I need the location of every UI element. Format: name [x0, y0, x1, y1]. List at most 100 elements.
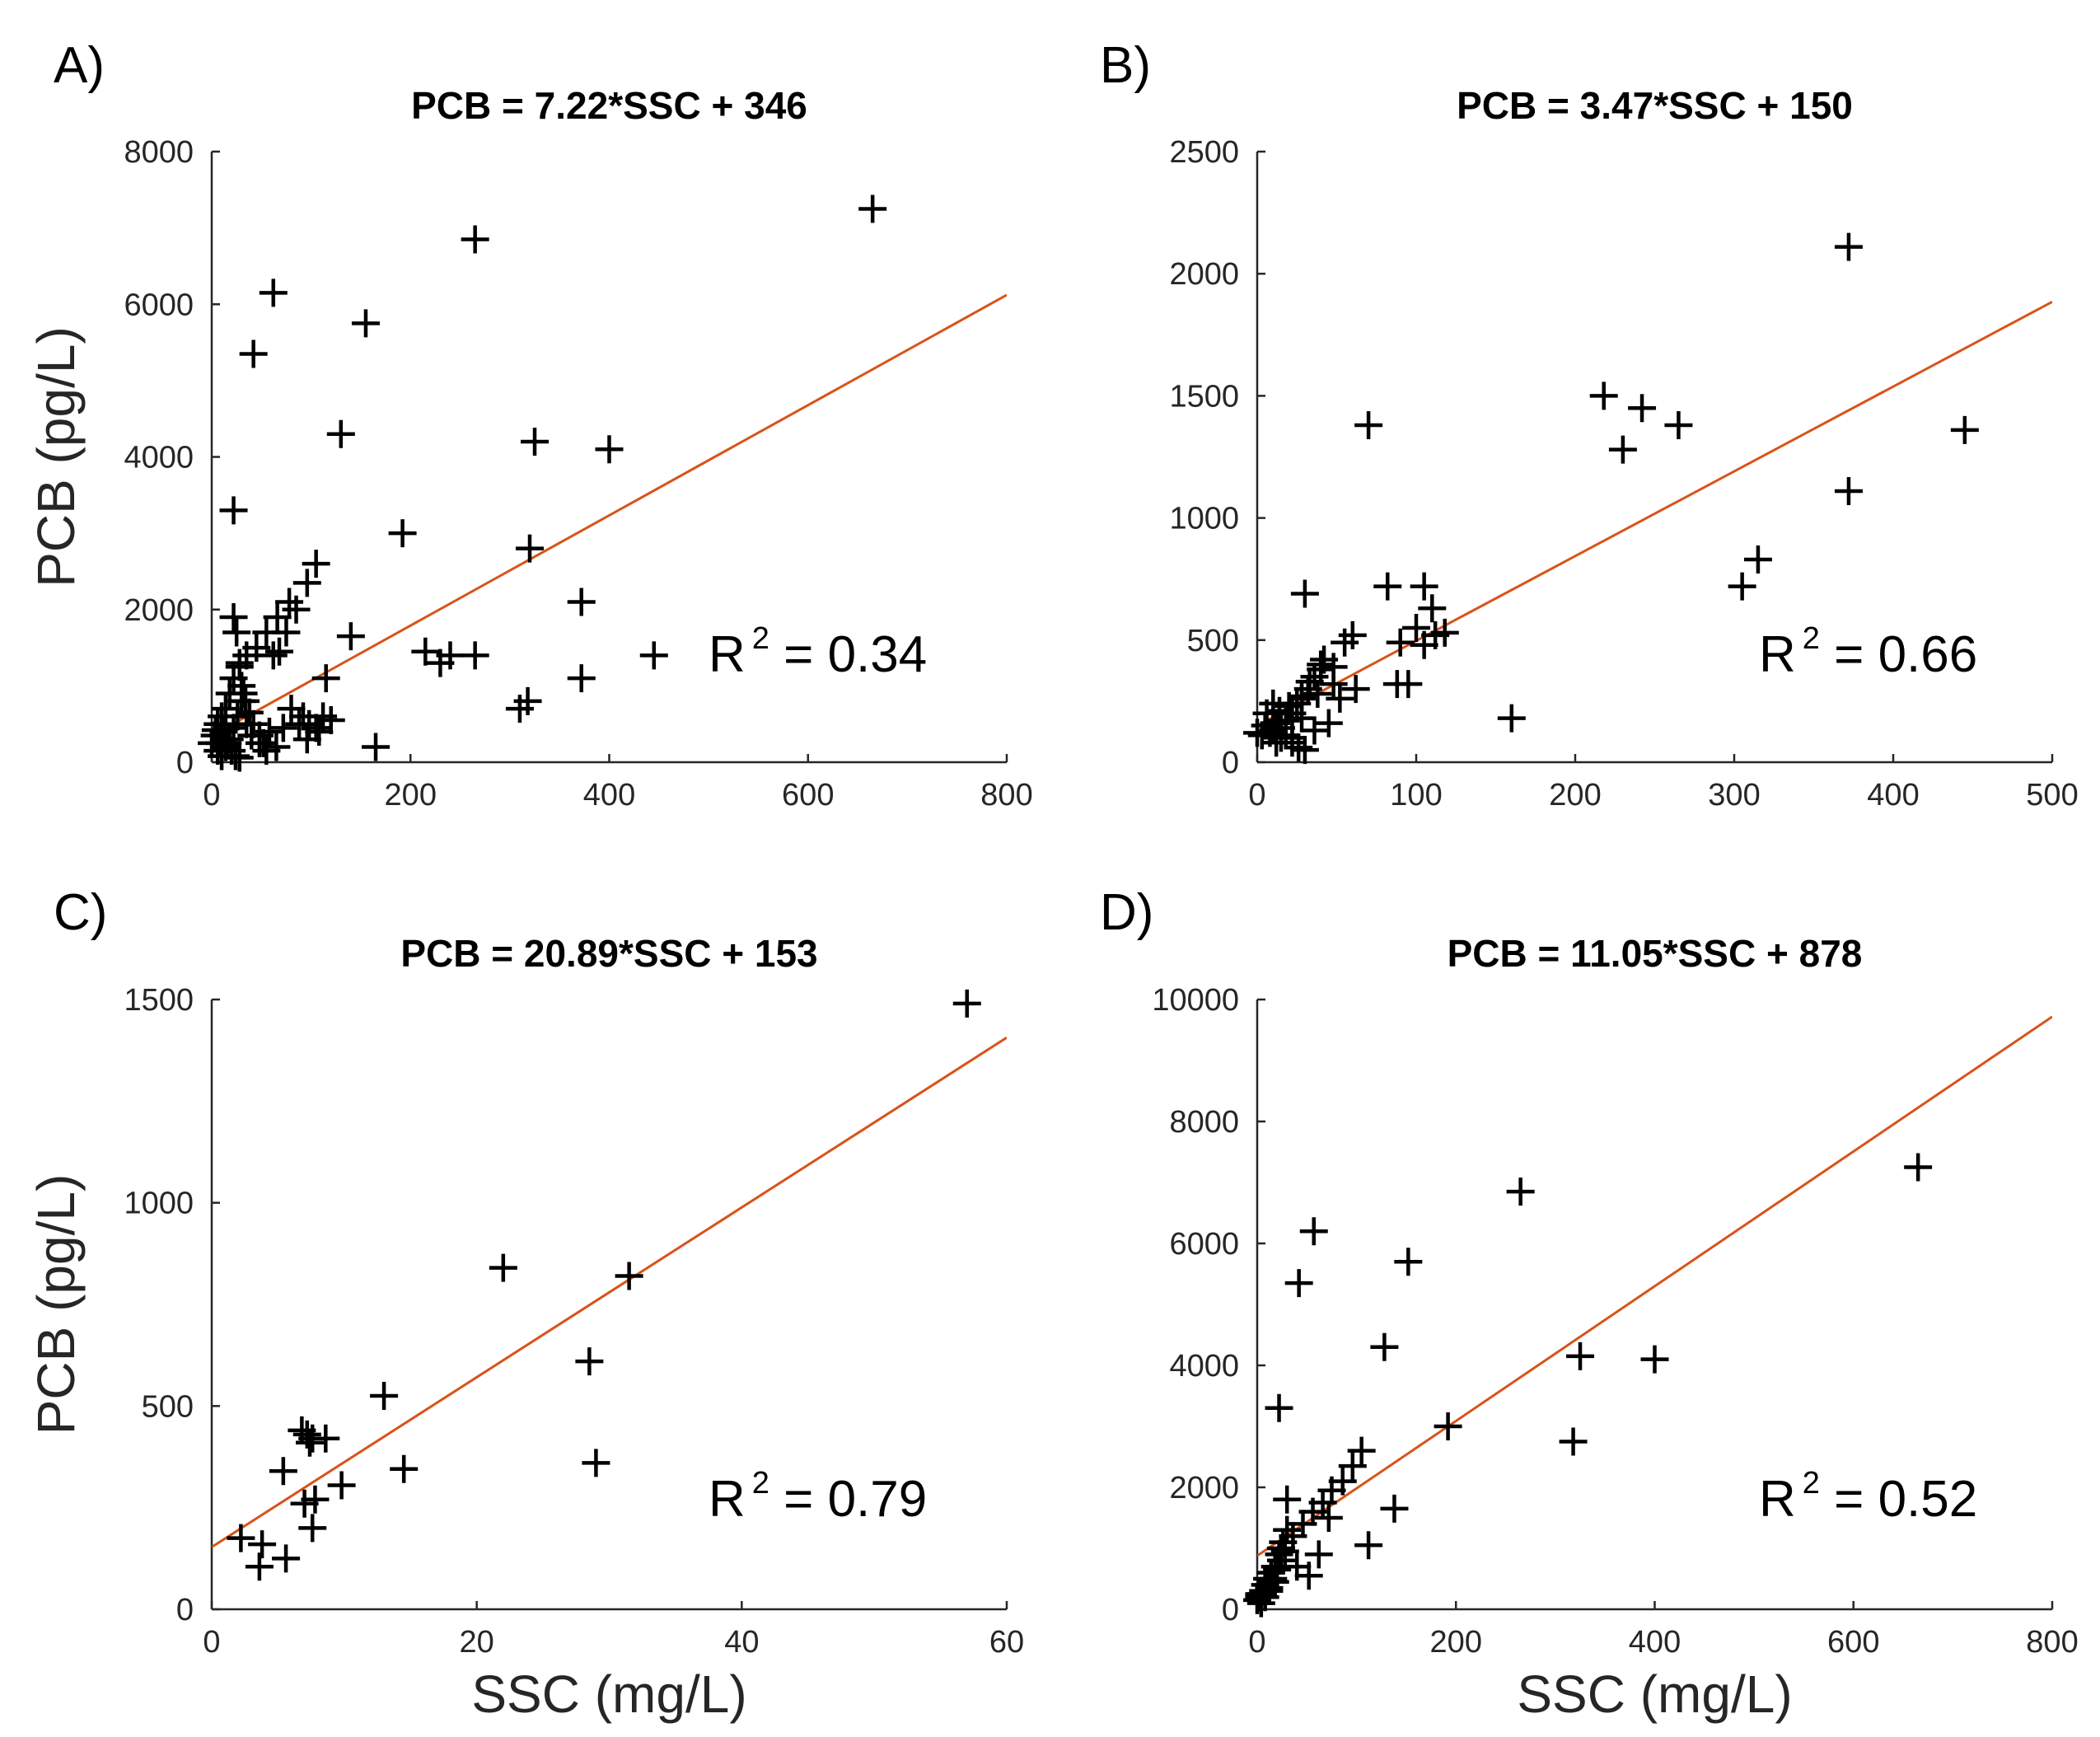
- data-point: [1394, 670, 1423, 699]
- data-point: [595, 435, 624, 464]
- data-point: [1566, 1341, 1595, 1370]
- data-point: [265, 637, 294, 666]
- data-point: [239, 339, 268, 368]
- data-point: [639, 641, 668, 670]
- data-point: [262, 733, 291, 761]
- data-point: [1265, 1393, 1293, 1422]
- data-point: [222, 618, 251, 647]
- data-point: [461, 641, 489, 670]
- data-point: [326, 419, 355, 448]
- x-tick-label: 0: [203, 778, 220, 812]
- data-point: [259, 279, 288, 307]
- y-tick-label: 1000: [124, 1187, 194, 1221]
- data-point: [426, 648, 455, 677]
- x-tick-label: 100: [1390, 778, 1442, 812]
- data-point: [1314, 1504, 1343, 1532]
- y-axis-label: PCB (pg/L): [26, 326, 86, 588]
- chart-title: PCB = 7.22*SSC + 346: [411, 84, 807, 127]
- data-point: [567, 664, 596, 693]
- data-point: [311, 664, 340, 693]
- y-tick-label: 2000: [124, 593, 194, 628]
- y-tick-label: 0: [176, 746, 194, 780]
- data-point: [255, 717, 283, 746]
- data-point: [1243, 719, 1271, 747]
- data-point: [1728, 572, 1756, 601]
- data-point: [1300, 662, 1329, 691]
- panel-b: B)PCB = 3.47*SSC + 150050010001500200025…: [1100, 37, 2079, 812]
- data-point: [1386, 628, 1415, 657]
- data-point: [390, 1454, 419, 1483]
- data-point: [248, 1530, 277, 1559]
- data-point: [1326, 684, 1354, 713]
- r-squared-sup: 2: [752, 1466, 769, 1501]
- data-point: [1370, 1332, 1399, 1361]
- regression-line: [212, 293, 1007, 737]
- x-tick-label: 20: [460, 1625, 494, 1660]
- y-tick-label: 2500: [1169, 135, 1239, 170]
- data-point: [1247, 721, 1276, 750]
- data-point: [201, 716, 230, 745]
- data-point: [521, 427, 550, 456]
- r-squared-value: = 0.79: [769, 1471, 927, 1528]
- data-point: [411, 637, 440, 666]
- x-tick-label: 200: [1430, 1625, 1482, 1660]
- x-tick-label: 200: [1549, 778, 1601, 812]
- data-point: [513, 686, 542, 715]
- data-point: [302, 714, 330, 742]
- data-point: [272, 618, 301, 647]
- y-tick-label: 0: [176, 1593, 194, 1627]
- data-point: [205, 728, 234, 757]
- data-point: [219, 496, 248, 525]
- data-point: [249, 728, 278, 757]
- x-tick-label: 40: [724, 1625, 759, 1660]
- data-point: [259, 641, 288, 670]
- y-tick-label: 1500: [124, 983, 194, 1018]
- data-point: [1347, 1436, 1376, 1465]
- data-point: [275, 588, 304, 616]
- data-point: [225, 743, 254, 772]
- panels: A)PCB = 7.22*SSC + 346020004000600080000…: [26, 37, 2079, 1724]
- data-point: [235, 698, 264, 727]
- data-point: [1300, 716, 1329, 745]
- data-point: [269, 714, 297, 742]
- y-tick-label: 4000: [124, 441, 194, 475]
- data-point: [227, 1524, 255, 1552]
- data-point: [1265, 1540, 1293, 1569]
- data-point: [298, 1514, 327, 1543]
- data-point: [1380, 1494, 1409, 1523]
- y-tick-label: 8000: [124, 135, 194, 170]
- x-tick-label: 800: [980, 778, 1032, 812]
- x-tick-label: 0: [1248, 1625, 1265, 1660]
- chart-title: PCB = 3.47*SSC + 150: [1457, 84, 1853, 127]
- data-point: [575, 1347, 604, 1376]
- panel-d: D)PCB = 11.05*SSC + 87802000400060008000…: [1100, 884, 2079, 1724]
- data-point: [1278, 723, 1307, 752]
- data-point: [1273, 1515, 1302, 1544]
- y-tick-label: 4000: [1169, 1349, 1239, 1384]
- y-tick-label: 500: [1187, 624, 1239, 658]
- panel-letter: A): [54, 37, 105, 94]
- data-point: [1497, 704, 1526, 733]
- panel-c: C) PCB = 20.89*SSC + 153 0 500 1000 1500 0 20 40…: [26, 884, 1024, 1724]
- data-point: [263, 603, 292, 632]
- data-point: [305, 717, 334, 746]
- data-point: [952, 989, 981, 1018]
- data-point: [1506, 1178, 1535, 1206]
- data-point: [1430, 618, 1459, 647]
- data-point: [1288, 704, 1317, 733]
- data-point: [1294, 1561, 1323, 1590]
- y-tick-label: 2000: [1169, 257, 1239, 292]
- panel-a: A) PCB = 7.22*SSC + 346 0 2000 4000 6000 8000 0…: [26, 37, 1033, 812]
- y-tick-label: 8000: [1169, 1105, 1239, 1140]
- y-tick-label: 6000: [1169, 1227, 1239, 1262]
- data-point: [1319, 670, 1348, 699]
- x-tick-label: 60: [989, 1625, 1024, 1660]
- data-point: [1834, 232, 1863, 261]
- regression-line: [212, 1036, 1007, 1548]
- data-point: [858, 194, 887, 223]
- data-point: [272, 1544, 301, 1573]
